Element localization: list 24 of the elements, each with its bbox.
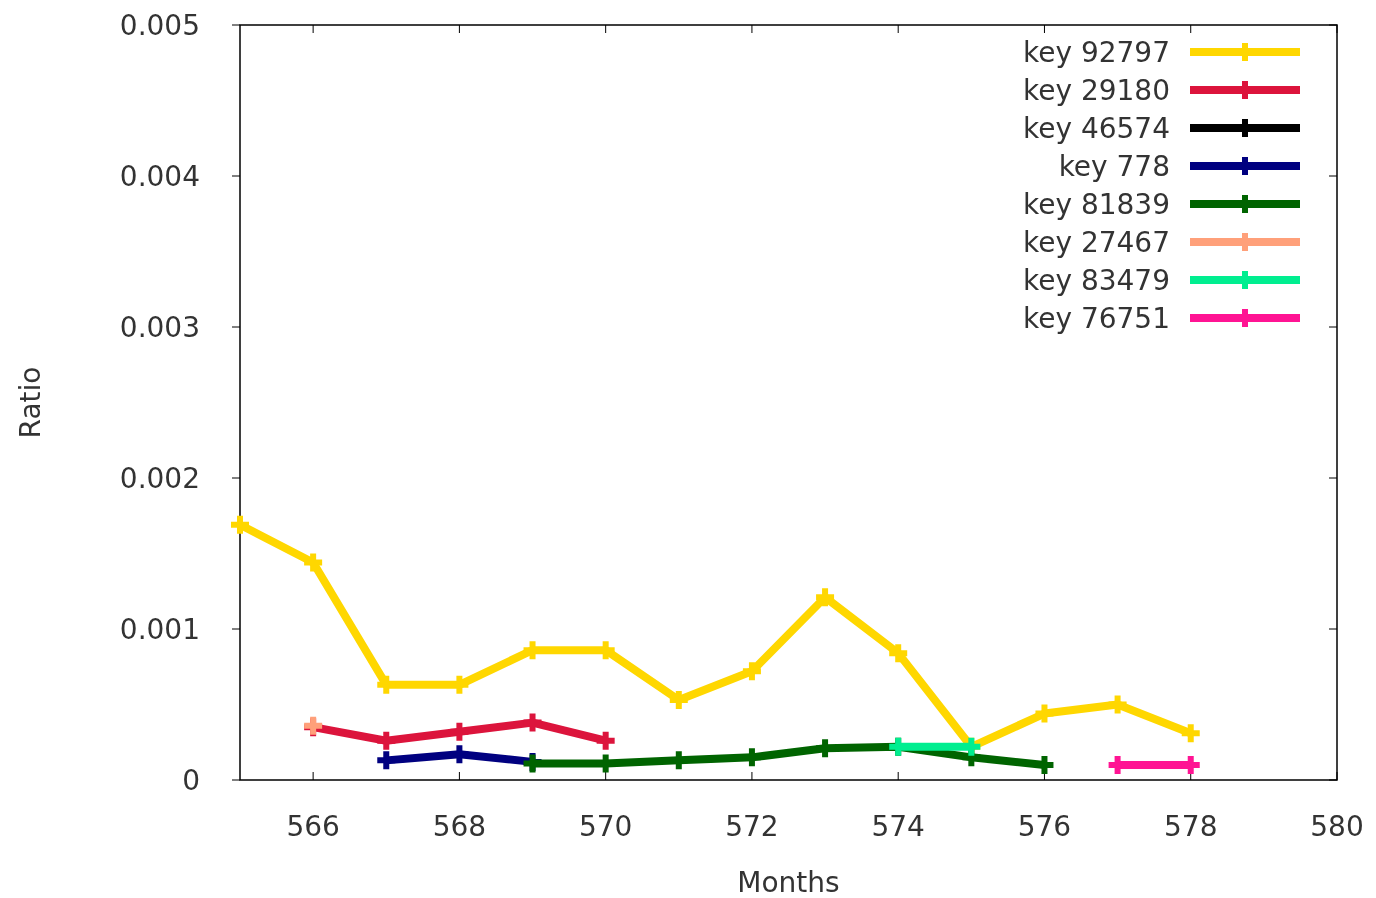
y-tick-label: 0.003	[119, 310, 200, 344]
legend-label: key 778	[1058, 149, 1170, 183]
y-axis-title: Ratio	[14, 366, 47, 439]
x-tick-label: 572	[725, 810, 779, 843]
x-tick-label: 580	[1310, 810, 1364, 843]
legend-label: key 83479	[1023, 263, 1170, 297]
x-tick-label: 568	[432, 810, 487, 843]
y-tick-label: 0.001	[119, 612, 200, 646]
y-tick-label: 0.004	[119, 159, 200, 193]
x-tick-label: 566	[286, 810, 340, 843]
legend-label: key 27467	[1023, 225, 1170, 259]
x-tick-label: 570	[578, 810, 633, 843]
x-axis-title: Months	[737, 866, 840, 898]
legend-label: key 46574	[1023, 111, 1170, 145]
legend-label: key 76751	[1023, 301, 1170, 335]
x-tick-label: 576	[1017, 810, 1072, 843]
y-tick-label: 0	[182, 763, 200, 797]
x-tick-label: 578	[1164, 810, 1218, 843]
legend-label: key 92797	[1023, 35, 1170, 69]
y-tick-label: 0.005	[119, 8, 200, 42]
y-tick-label: 0.002	[119, 461, 200, 495]
x-tick-label: 574	[871, 810, 925, 843]
legend-label: key 29180	[1023, 73, 1170, 107]
legend-label: key 81839	[1023, 187, 1170, 221]
